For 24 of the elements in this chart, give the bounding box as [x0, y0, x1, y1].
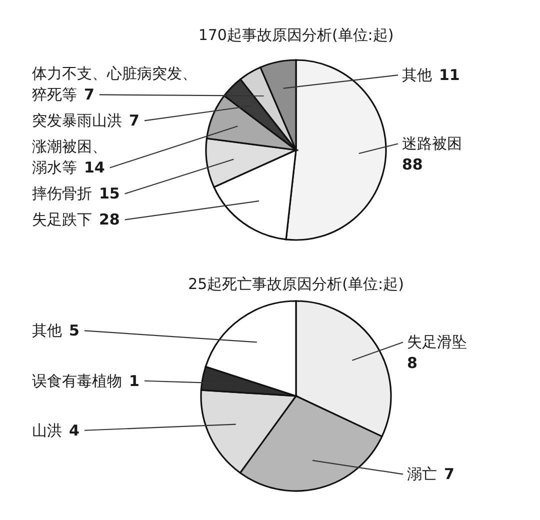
- slice-label: 失足跌下: [32, 210, 92, 229]
- data-label: 7: [84, 86, 94, 104]
- chart-title: 170起事故原因分析(单位:起): [198, 26, 394, 44]
- data-label: 14: [84, 158, 105, 177]
- slice-label: 迷路被困: [402, 134, 462, 153]
- chart-title: 25起死亡事故原因分析(单位:起): [188, 274, 404, 293]
- data-label: 15: [99, 184, 120, 203]
- data-label: 8: [407, 354, 418, 372]
- data-label: 7: [444, 465, 454, 484]
- data-label: 5: [69, 322, 80, 340]
- data-label: 7: [129, 112, 140, 130]
- data-label: 28: [99, 210, 120, 229]
- slice-label: 溺亡: [407, 465, 437, 484]
- slice-label: 其他: [32, 322, 62, 340]
- data-label: 11: [439, 66, 460, 84]
- slice-label: 山洪: [32, 421, 62, 440]
- data-label: 4: [69, 421, 80, 440]
- slice-label: 失足滑坠: [407, 333, 467, 352]
- slice-label: 摔伤骨折: [32, 184, 92, 203]
- slice-label: 其他: [402, 66, 432, 84]
- data-label: 88: [402, 156, 423, 174]
- data-label: 1: [129, 372, 140, 390]
- slice-label: 突发暴雨山洪: [32, 112, 122, 130]
- slice-label: 误食有毒植物: [32, 372, 122, 390]
